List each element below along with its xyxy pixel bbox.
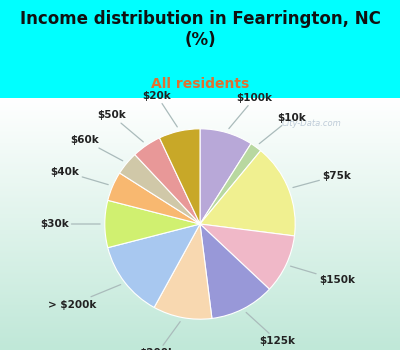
Text: > $200k: > $200k [48, 285, 121, 309]
Text: $150k: $150k [290, 266, 355, 285]
Text: $40k: $40k [50, 167, 108, 185]
Wedge shape [120, 155, 200, 224]
Wedge shape [108, 173, 200, 224]
Wedge shape [200, 129, 251, 224]
Text: $50k: $50k [98, 110, 143, 142]
Wedge shape [200, 224, 294, 289]
Text: City-Data.com: City-Data.com [282, 119, 342, 128]
Wedge shape [200, 144, 261, 224]
Text: All residents: All residents [151, 77, 249, 91]
Text: Income distribution in Fearrington, NC
(%): Income distribution in Fearrington, NC (… [20, 10, 380, 49]
Wedge shape [200, 150, 295, 236]
Wedge shape [200, 224, 269, 318]
Wedge shape [160, 129, 200, 224]
Text: $100k: $100k [229, 93, 273, 128]
Text: $200k: $200k [139, 322, 180, 350]
Text: $30k: $30k [40, 219, 100, 229]
Text: $10k: $10k [259, 113, 306, 144]
Wedge shape [154, 224, 212, 319]
Text: $20k: $20k [142, 91, 177, 127]
Text: $75k: $75k [293, 171, 351, 188]
Wedge shape [105, 200, 200, 248]
Wedge shape [108, 224, 200, 307]
Text: $125k: $125k [246, 313, 296, 346]
Wedge shape [135, 138, 200, 224]
Text: $60k: $60k [70, 135, 123, 161]
